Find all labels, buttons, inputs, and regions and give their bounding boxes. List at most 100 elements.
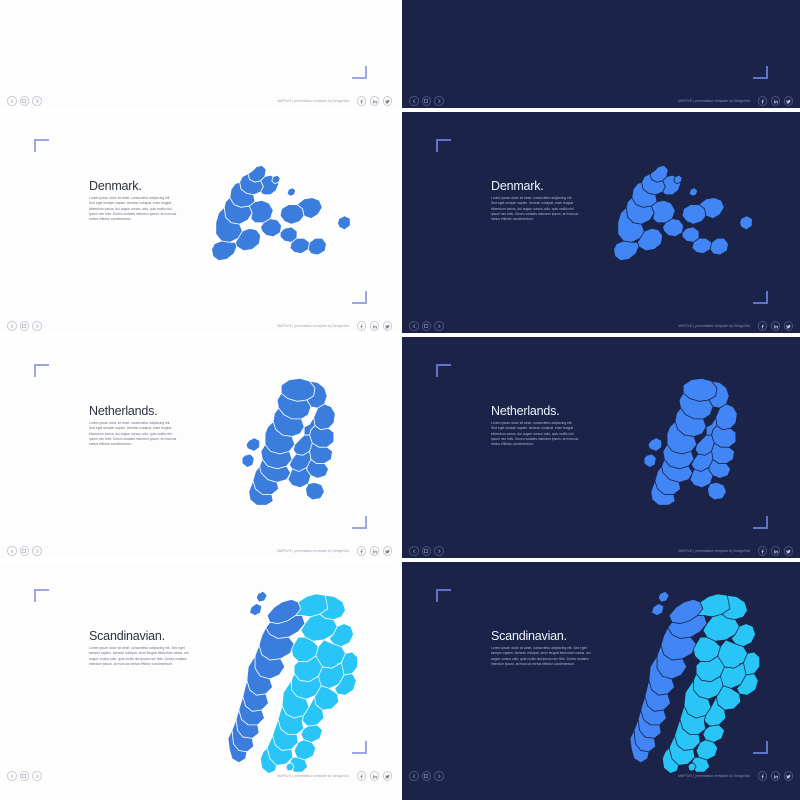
- map-region: [715, 403, 738, 431]
- corner-bracket-top-left-icon: [34, 364, 49, 377]
- slide-nav-controls: [409, 546, 444, 556]
- map-region: [328, 623, 354, 647]
- twitter-icon[interactable]: [783, 546, 793, 556]
- map-region: [662, 174, 682, 196]
- slide-footer: MAPSVG | presentation template by Design…: [0, 540, 399, 558]
- map-region: [674, 407, 707, 437]
- map-region: [249, 603, 263, 616]
- twitter-icon[interactable]: [783, 321, 793, 331]
- map-region: [651, 200, 676, 224]
- previous-slide-button[interactable]: [409, 771, 419, 781]
- slide-social-group: MAPSVG | presentation template by Design…: [277, 96, 392, 106]
- map-region: [279, 226, 298, 243]
- previous-slide-button[interactable]: [7, 96, 17, 106]
- twitter-icon[interactable]: [783, 96, 793, 106]
- twitter-icon[interactable]: [783, 771, 793, 781]
- slide-denmark-dark[interactable]: Denmark. Lorem ipsum dolor sit amet, con…: [399, 112, 800, 337]
- facebook-icon[interactable]: [356, 546, 366, 556]
- footer-credit: MAPSVG | presentation template by Design…: [277, 324, 349, 328]
- slide-austria-light[interactable]: Austria. Lorem ipsum dolor sit amet, con…: [0, 0, 399, 112]
- map-region: [265, 615, 306, 639]
- twitter-icon[interactable]: [382, 321, 392, 331]
- linkedin-icon[interactable]: [369, 771, 379, 781]
- previous-slide-button[interactable]: [409, 321, 419, 331]
- corner-bracket-bottom-right-icon: [753, 516, 768, 529]
- map-region: [643, 453, 657, 468]
- slide-netherlands-dark[interactable]: Netherlands. Lorem ipsum dolor sit amet,…: [399, 337, 800, 562]
- map-region: [640, 696, 667, 726]
- linkedin-icon[interactable]: [770, 546, 780, 556]
- linkedin-icon[interactable]: [369, 546, 379, 556]
- facebook-icon[interactable]: [757, 321, 767, 331]
- linkedin-icon[interactable]: [770, 321, 780, 331]
- slide-text-block: Scandinavian. Lorem ipsum dolor sit amet…: [491, 629, 597, 667]
- next-slide-button[interactable]: [434, 546, 444, 556]
- slide-menu-button[interactable]: [421, 321, 431, 331]
- slide-menu-button[interactable]: [19, 546, 29, 556]
- next-slide-button[interactable]: [32, 771, 42, 781]
- next-slide-button[interactable]: [434, 96, 444, 106]
- slide-scandinavian-dark[interactable]: Scandinavian. Lorem ipsum dolor sit amet…: [399, 562, 800, 800]
- facebook-icon[interactable]: [356, 96, 366, 106]
- map-region: [702, 724, 725, 743]
- facebook-icon[interactable]: [757, 96, 767, 106]
- next-slide-button[interactable]: [434, 771, 444, 781]
- slide-menu-button[interactable]: [19, 321, 29, 331]
- map-region: [657, 590, 670, 603]
- slide-menu-button[interactable]: [421, 96, 431, 106]
- next-slide-button[interactable]: [32, 321, 42, 331]
- linkedin-icon[interactable]: [770, 96, 780, 106]
- corner-bracket-top-left-icon: [436, 139, 451, 152]
- map-region: [336, 651, 358, 676]
- facebook-icon[interactable]: [757, 771, 767, 781]
- footer-credit: MAPSVG | presentation template by Design…: [277, 774, 349, 778]
- twitter-icon[interactable]: [382, 771, 392, 781]
- facebook-icon[interactable]: [356, 321, 366, 331]
- slide-social-group: MAPSVG | presentation template by Design…: [678, 321, 793, 331]
- slide-menu-button[interactable]: [19, 96, 29, 106]
- map-region: [293, 655, 323, 683]
- corner-bracket-bottom-right-icon: [753, 291, 768, 304]
- corner-bracket-bottom-right-icon: [753, 66, 768, 79]
- slide-body-text: Lorem ipsum dolor sit amet, consectetur …: [89, 196, 177, 222]
- map-region: [252, 465, 279, 495]
- linkedin-icon[interactable]: [369, 96, 379, 106]
- map-region: [337, 215, 351, 231]
- previous-slide-button[interactable]: [7, 546, 17, 556]
- slide-denmark-light[interactable]: Denmark. Lorem ipsum dolor sit amet, con…: [0, 112, 399, 337]
- slide-footer: MAPSVG | presentation template by Design…: [0, 765, 399, 787]
- slide-menu-button[interactable]: [421, 546, 431, 556]
- facebook-icon[interactable]: [356, 771, 366, 781]
- slide-body-text: Lorem ipsum dolor sit amet, consectetur …: [491, 196, 579, 222]
- slide-menu-button[interactable]: [19, 771, 29, 781]
- slide-menu-button[interactable]: [421, 771, 431, 781]
- map-region: [281, 679, 310, 719]
- footer-credit: MAPSVG | presentation template by Design…: [678, 99, 750, 103]
- linkedin-icon[interactable]: [770, 771, 780, 781]
- slide-scandinavian-light[interactable]: Scandinavian. Lorem ipsum dolor sit amet…: [0, 562, 399, 800]
- previous-slide-button[interactable]: [409, 546, 419, 556]
- map-region: [260, 444, 293, 470]
- slide-body-text: Lorem ipsum dolor sit amet, consectetur …: [491, 421, 579, 447]
- country-map: [402, 562, 800, 787]
- linkedin-icon[interactable]: [369, 321, 379, 331]
- map-region: [231, 719, 255, 753]
- facebook-icon[interactable]: [757, 546, 767, 556]
- twitter-icon[interactable]: [382, 96, 392, 106]
- next-slide-button[interactable]: [32, 96, 42, 106]
- slide-netherlands-light[interactable]: Netherlands. Lorem ipsum dolor sit amet,…: [0, 337, 399, 562]
- corner-bracket-top-left-icon: [34, 589, 49, 602]
- map-region: [695, 655, 725, 683]
- previous-slide-button[interactable]: [409, 96, 419, 106]
- slide-austria-dark[interactable]: Austria. Lorem ipsum dolor sit amet, con…: [399, 0, 800, 112]
- map-region: [644, 679, 671, 712]
- previous-slide-button[interactable]: [7, 771, 17, 781]
- map-region: [707, 481, 727, 501]
- next-slide-button[interactable]: [32, 546, 42, 556]
- twitter-icon[interactable]: [382, 546, 392, 556]
- next-slide-button[interactable]: [434, 321, 444, 331]
- previous-slide-button[interactable]: [7, 321, 17, 331]
- map-region: [662, 218, 684, 238]
- map-region: [697, 593, 733, 618]
- country-map: [402, 337, 800, 558]
